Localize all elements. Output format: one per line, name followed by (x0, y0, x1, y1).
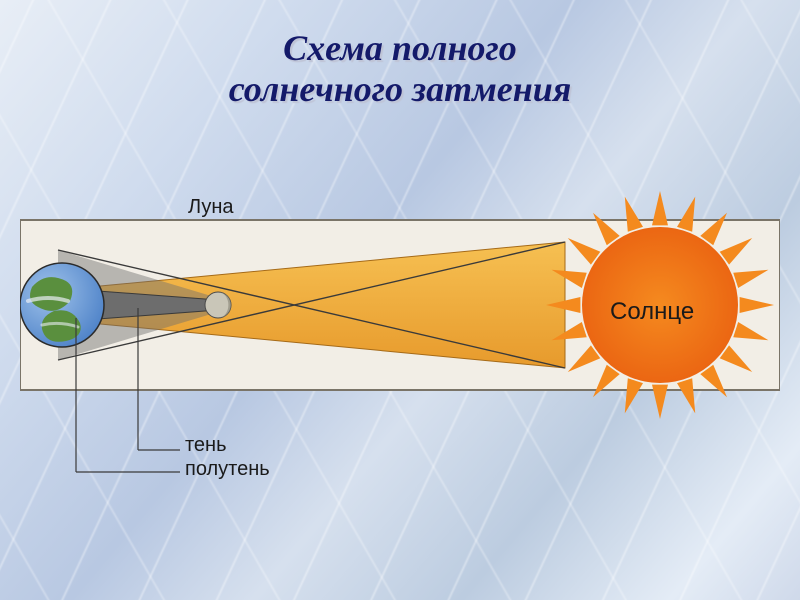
penumbra-callout-label: полутень (185, 458, 270, 481)
shadow-callout-label: тень (185, 434, 227, 457)
slide-stage: Схема полного солнечного затмения Луна С… (0, 0, 800, 600)
earth-icon (20, 263, 104, 347)
diagram-svg (20, 190, 780, 490)
moon-icon (205, 292, 231, 318)
slide-title: Схема полного солнечного затмения (0, 28, 800, 111)
eclipse-diagram: Луна Солнце тень полутень (20, 190, 780, 460)
title-line-2: солнечного затмения (229, 69, 572, 109)
title-line-1: Схема полного (283, 28, 517, 68)
moon-label: Луна (188, 196, 234, 219)
sun-label: Солнце (610, 298, 694, 326)
